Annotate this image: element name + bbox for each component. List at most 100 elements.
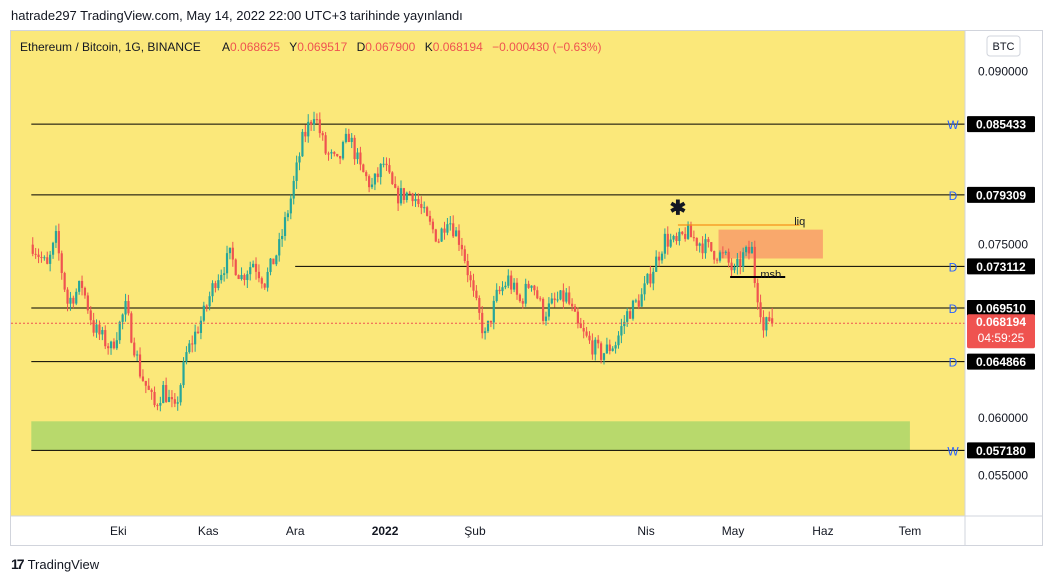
candle-body: [272, 258, 275, 265]
candle: [115, 332, 118, 351]
candle-body: [60, 253, 63, 273]
candle: [107, 343, 110, 355]
candle-body: [591, 340, 594, 355]
candle: [541, 297, 545, 325]
candle: [257, 264, 261, 283]
candle-body: [304, 131, 307, 137]
candle: [156, 403, 159, 411]
candle-body: [63, 272, 66, 290]
candle-body: [199, 320, 203, 333]
candle: [681, 230, 684, 236]
tradingview-logo[interactable]: 17 TradingView: [11, 556, 99, 572]
candle-body: [713, 251, 716, 260]
x-tick-label: May: [722, 524, 745, 538]
currency-button[interactable]: BTC: [993, 41, 1015, 53]
candle-body: [544, 316, 548, 321]
candle-body: [225, 253, 229, 274]
candle-body: [762, 317, 765, 331]
candle: [336, 153, 339, 158]
candle: [408, 190, 411, 195]
candle-body: [194, 331, 197, 345]
candle: [368, 174, 371, 193]
candle-body: [34, 253, 37, 255]
candle-body: [753, 246, 756, 284]
candle: [283, 211, 287, 241]
candle: [747, 240, 751, 260]
candle-body: [411, 193, 414, 202]
candle-body: [188, 343, 191, 353]
candle-body: [78, 280, 81, 292]
candle-body: [266, 271, 269, 288]
candle: [597, 335, 600, 349]
candle: [289, 193, 292, 220]
candle: [527, 280, 530, 289]
candle-body: [405, 192, 408, 200]
level-timeframe-tag: D: [949, 189, 958, 203]
candle: [46, 251, 49, 265]
level-price-tag: 0.079309: [976, 188, 1026, 202]
candle: [524, 278, 527, 307]
candle: [89, 306, 92, 326]
candle: [391, 171, 394, 186]
candle-body: [220, 274, 223, 281]
candle: [69, 291, 72, 311]
candle: [631, 299, 635, 321]
candle: [663, 228, 666, 259]
candle-body: [69, 297, 72, 304]
candle: [162, 380, 165, 404]
candle: [742, 247, 745, 273]
candle-body: [649, 273, 652, 284]
candle-body: [51, 242, 55, 255]
candle-body: [414, 199, 417, 202]
candle: [750, 241, 753, 254]
candle: [127, 294, 130, 316]
candle: [202, 301, 205, 323]
candle: [695, 237, 698, 251]
candle: [199, 316, 203, 340]
candle: [57, 223, 60, 261]
candle: [136, 350, 139, 362]
candle: [698, 242, 701, 253]
candle: [715, 257, 719, 264]
candle-body: [472, 280, 475, 291]
candle: [167, 389, 171, 403]
candle-body: [327, 153, 330, 155]
candle: [704, 233, 707, 259]
candle: [260, 276, 263, 289]
candle-body: [660, 253, 664, 261]
candle: [573, 303, 577, 312]
candle-body: [582, 327, 585, 332]
currency-button-box[interactable]: [986, 35, 1021, 57]
candle: [753, 240, 756, 288]
candle: [399, 180, 403, 206]
candle-body: [324, 135, 327, 154]
candle-body: [144, 380, 147, 386]
candle-body: [756, 283, 759, 303]
candle: [669, 233, 672, 248]
candle-body: [765, 317, 768, 331]
candle-body: [223, 273, 226, 275]
last-price-value: 0.068194: [976, 315, 1026, 329]
candle: [478, 295, 481, 320]
legend-ohlc: A0.068625 Y0.069517 D0.067900 K0.068194 …: [222, 40, 602, 54]
candle-body: [121, 314, 124, 322]
candle-body: [736, 258, 739, 267]
legend-symbol[interactable]: Ethereum / Bitcoin, 1G, BINANCE: [20, 40, 201, 54]
candle: [246, 270, 249, 289]
candle: [298, 152, 301, 171]
candle: [34, 247, 37, 259]
candle-body: [423, 207, 426, 209]
candle: [359, 146, 362, 171]
candle: [599, 341, 603, 364]
candle-body: [333, 152, 336, 154]
candle: [626, 307, 629, 327]
candle-body: [283, 217, 287, 236]
last-price-tag-box: [967, 314, 1035, 349]
candle-body: [362, 164, 365, 173]
candle: [144, 380, 147, 394]
candle: [362, 163, 365, 173]
candle: [539, 296, 542, 302]
candle-body: [463, 249, 466, 261]
candle-body: [495, 289, 498, 301]
